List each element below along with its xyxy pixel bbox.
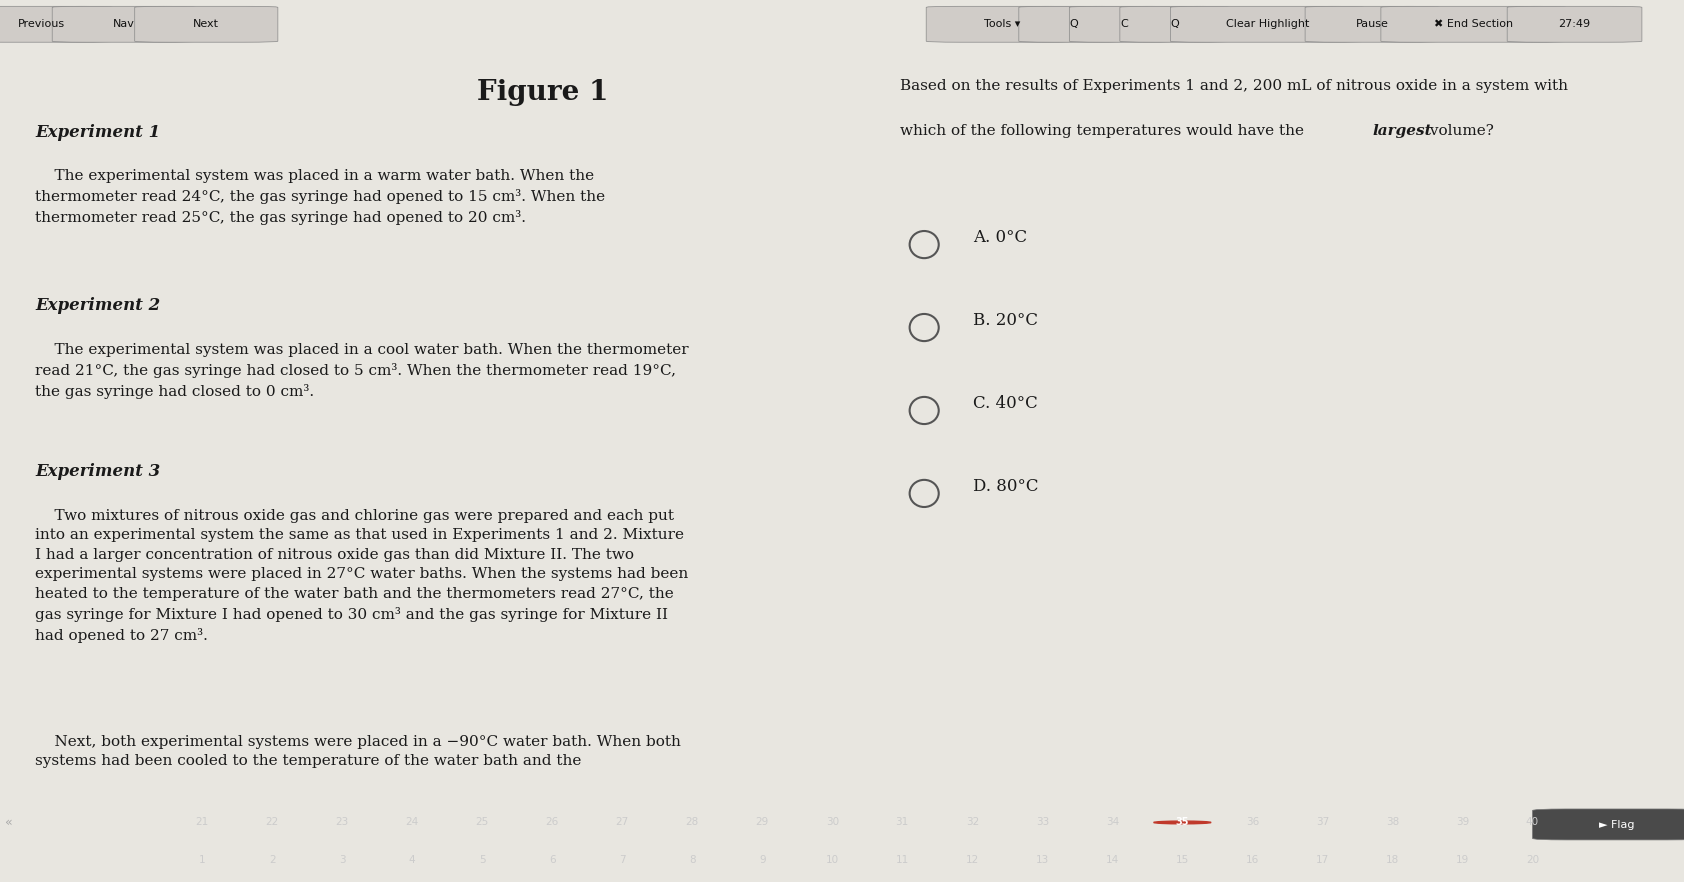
Text: Q: Q (1069, 19, 1078, 29)
Text: 25: 25 (475, 818, 488, 827)
Text: 35: 35 (1175, 818, 1189, 827)
Text: The experimental system was placed in a warm water bath. When the
thermometer re: The experimental system was placed in a … (35, 169, 605, 225)
Circle shape (1154, 821, 1211, 824)
Text: 3: 3 (338, 855, 345, 864)
FancyBboxPatch shape (1120, 6, 1229, 42)
Text: B. 20°C: B. 20°C (973, 312, 1037, 330)
Text: 22: 22 (266, 818, 280, 827)
Text: Experiment 2: Experiment 2 (35, 297, 160, 314)
Text: 14: 14 (1106, 855, 1118, 864)
Text: Next: Next (194, 19, 219, 29)
Text: 19: 19 (1455, 855, 1468, 864)
Text: 9: 9 (759, 855, 766, 864)
Text: 17: 17 (1315, 855, 1329, 864)
Text: Previous: Previous (19, 19, 64, 29)
Text: Next, both experimental systems were placed in a −90°C water bath. When both
sys: Next, both experimental systems were pla… (35, 735, 680, 768)
FancyBboxPatch shape (0, 6, 113, 42)
Text: 5: 5 (478, 855, 485, 864)
Text: D. 80°C: D. 80°C (973, 478, 1037, 496)
Text: Based on the results of Experiments 1 and 2, 200 mL of nitrous oxide in a system: Based on the results of Experiments 1 an… (899, 78, 1568, 93)
Text: 23: 23 (335, 818, 349, 827)
Text: 39: 39 (1455, 818, 1468, 827)
Text: Q: Q (1170, 19, 1179, 29)
Text: Nav: Nav (113, 19, 135, 29)
Text: ✖ End Section: ✖ End Section (1435, 19, 1512, 29)
Text: A. 0°C: A. 0°C (973, 229, 1027, 246)
Text: 10: 10 (825, 855, 839, 864)
Text: C. 40°C: C. 40°C (973, 395, 1037, 413)
Text: 24: 24 (406, 818, 419, 827)
Text: Two mixtures of nitrous oxide gas and chlorine gas were prepared and each put
in: Two mixtures of nitrous oxide gas and ch… (35, 509, 689, 642)
FancyBboxPatch shape (1069, 6, 1179, 42)
Text: 18: 18 (1386, 855, 1399, 864)
Text: 40: 40 (1526, 818, 1539, 827)
Text: 29: 29 (756, 818, 770, 827)
FancyBboxPatch shape (1305, 6, 1440, 42)
Text: 6: 6 (549, 855, 556, 864)
Text: Pause: Pause (1356, 19, 1389, 29)
Text: 32: 32 (965, 818, 978, 827)
Text: 37: 37 (1315, 818, 1329, 827)
Text: 13: 13 (1036, 855, 1049, 864)
Text: 26: 26 (546, 818, 559, 827)
FancyBboxPatch shape (52, 6, 195, 42)
FancyBboxPatch shape (1170, 6, 1364, 42)
Text: 15: 15 (1175, 855, 1189, 864)
Text: 30: 30 (825, 818, 839, 827)
Text: 27: 27 (616, 818, 628, 827)
Text: 7: 7 (620, 855, 625, 864)
Text: The experimental system was placed in a cool water bath. When the thermometer
re: The experimental system was placed in a … (35, 342, 689, 399)
Text: Experiment 1: Experiment 1 (35, 123, 160, 141)
Text: 27:49: 27:49 (1558, 19, 1591, 29)
Text: 8: 8 (689, 855, 695, 864)
Text: Experiment 3: Experiment 3 (35, 463, 160, 481)
Text: 33: 33 (1036, 818, 1049, 827)
Text: 21: 21 (195, 818, 209, 827)
Text: 28: 28 (685, 818, 699, 827)
Text: 36: 36 (1246, 818, 1260, 827)
Text: Tools ▾: Tools ▾ (983, 19, 1021, 29)
Text: 1: 1 (199, 855, 205, 864)
FancyBboxPatch shape (1019, 6, 1128, 42)
Text: Figure 1: Figure 1 (477, 78, 608, 106)
Text: C: C (1120, 19, 1128, 29)
Text: 11: 11 (896, 855, 909, 864)
Text: 4: 4 (409, 855, 416, 864)
Text: 38: 38 (1386, 818, 1399, 827)
Text: «: « (5, 816, 12, 829)
Text: ► Flag: ► Flag (1598, 820, 1635, 830)
FancyBboxPatch shape (1381, 6, 1566, 42)
Text: largest: largest (1372, 123, 1433, 138)
FancyBboxPatch shape (135, 6, 278, 42)
Text: Clear Highlight: Clear Highlight (1226, 19, 1308, 29)
FancyBboxPatch shape (926, 6, 1078, 42)
Text: 34: 34 (1106, 818, 1118, 827)
Text: 12: 12 (965, 855, 978, 864)
Text: 31: 31 (896, 818, 909, 827)
Text: volume?: volume? (1425, 123, 1494, 138)
FancyBboxPatch shape (1507, 6, 1642, 42)
Text: which of the following temperatures would have the: which of the following temperatures woul… (899, 123, 1308, 138)
Text: 16: 16 (1246, 855, 1260, 864)
FancyBboxPatch shape (1532, 809, 1684, 840)
Text: 2: 2 (269, 855, 276, 864)
Text: 20: 20 (1526, 855, 1539, 864)
